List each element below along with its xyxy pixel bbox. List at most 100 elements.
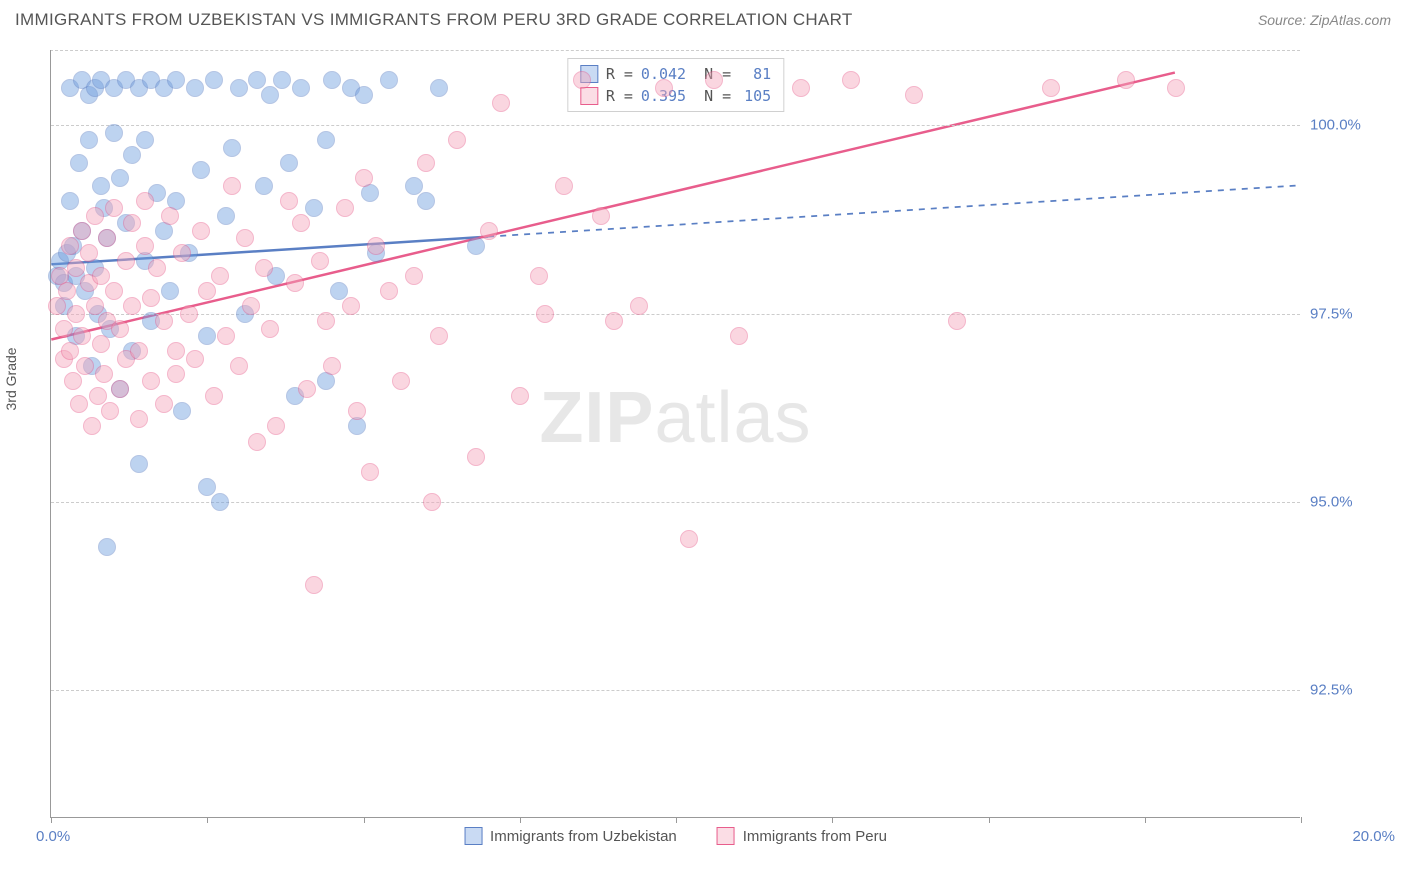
scatter-point-peru xyxy=(205,387,223,405)
n-value-uzbekistan: 81 xyxy=(739,65,771,83)
scatter-point-peru xyxy=(905,86,923,104)
scatter-point-peru xyxy=(161,207,179,225)
scatter-point-peru xyxy=(173,244,191,262)
scatter-point-uzbekistan xyxy=(167,192,185,210)
scatter-point-uzbekistan xyxy=(92,177,110,195)
scatter-point-uzbekistan xyxy=(330,282,348,300)
x-tick xyxy=(1301,817,1302,823)
scatter-point-uzbekistan xyxy=(64,237,82,255)
scatter-point-peru xyxy=(242,297,260,315)
r-value-peru: 0.395 xyxy=(641,87,686,105)
scatter-point-peru xyxy=(89,387,107,405)
legend-row-uzbekistan: R = 0.042 N = 81 xyxy=(580,63,771,85)
r-value-uzbekistan: 0.042 xyxy=(641,65,686,83)
scatter-point-peru xyxy=(280,192,298,210)
scatter-point-peru xyxy=(48,297,66,315)
swatch-peru xyxy=(717,827,735,845)
scatter-point-peru xyxy=(67,259,85,277)
watermark: ZIPatlas xyxy=(539,377,811,459)
trend-lines-svg xyxy=(51,50,1300,817)
r-label: R = xyxy=(606,87,633,105)
scatter-point-peru xyxy=(1042,79,1060,97)
scatter-point-uzbekistan xyxy=(155,79,173,97)
scatter-point-uzbekistan xyxy=(255,177,273,195)
scatter-point-peru xyxy=(305,576,323,594)
n-label: N = xyxy=(704,65,731,83)
gridline xyxy=(51,314,1300,315)
scatter-point-uzbekistan xyxy=(48,267,66,285)
trend-line-uzbekistan xyxy=(51,237,488,265)
scatter-point-peru xyxy=(64,372,82,390)
scatter-point-peru xyxy=(61,237,79,255)
scatter-point-uzbekistan xyxy=(198,327,216,345)
scatter-point-uzbekistan xyxy=(292,79,310,97)
scatter-point-uzbekistan xyxy=(98,538,116,556)
scatter-point-peru xyxy=(55,320,73,338)
scatter-point-peru xyxy=(530,267,548,285)
scatter-point-uzbekistan xyxy=(142,312,160,330)
scatter-point-peru xyxy=(292,214,310,232)
gridline xyxy=(51,690,1300,691)
bottom-legend-label-uzbekistan: Immigrants from Uzbekistan xyxy=(490,828,677,845)
scatter-point-peru xyxy=(948,312,966,330)
scatter-point-peru xyxy=(248,433,266,451)
scatter-point-uzbekistan xyxy=(83,357,101,375)
scatter-point-peru xyxy=(98,312,116,330)
scatter-point-peru xyxy=(155,312,173,330)
bottom-legend: Immigrants from Uzbekistan Immigrants fro… xyxy=(464,827,887,845)
r-label: R = xyxy=(606,65,633,83)
scatter-point-peru xyxy=(392,372,410,390)
scatter-point-peru xyxy=(255,259,273,277)
scatter-point-peru xyxy=(136,237,154,255)
scatter-point-uzbekistan xyxy=(267,267,285,285)
scatter-point-peru xyxy=(142,372,160,390)
scatter-point-peru xyxy=(1117,71,1135,89)
scatter-point-uzbekistan xyxy=(95,199,113,217)
x-tick xyxy=(51,817,52,823)
swatch-peru xyxy=(580,87,598,105)
scatter-point-uzbekistan xyxy=(80,131,98,149)
scatter-point-peru xyxy=(111,320,129,338)
scatter-point-peru xyxy=(317,312,335,330)
scatter-point-uzbekistan xyxy=(117,71,135,89)
scatter-point-uzbekistan xyxy=(198,478,216,496)
y-tick-label: 95.0% xyxy=(1310,493,1390,510)
scatter-point-peru xyxy=(298,380,316,398)
scatter-point-peru xyxy=(448,131,466,149)
scatter-point-uzbekistan xyxy=(205,71,223,89)
gridline xyxy=(51,502,1300,503)
scatter-point-uzbekistan xyxy=(111,169,129,187)
scatter-point-peru xyxy=(286,274,304,292)
scatter-point-peru xyxy=(342,297,360,315)
scatter-point-uzbekistan xyxy=(261,86,279,104)
scatter-point-peru xyxy=(511,387,529,405)
scatter-point-uzbekistan xyxy=(92,71,110,89)
scatter-point-uzbekistan xyxy=(317,131,335,149)
scatter-point-uzbekistan xyxy=(123,342,141,360)
scatter-point-peru xyxy=(73,327,91,345)
bottom-legend-peru: Immigrants from Peru xyxy=(717,827,887,845)
scatter-point-peru xyxy=(217,327,235,345)
scatter-point-peru xyxy=(92,335,110,353)
scatter-point-uzbekistan xyxy=(130,79,148,97)
scatter-point-peru xyxy=(105,282,123,300)
scatter-point-peru xyxy=(101,402,119,420)
x-tick xyxy=(989,817,990,823)
y-tick-label: 97.5% xyxy=(1310,305,1390,322)
scatter-point-peru xyxy=(80,244,98,262)
scatter-point-peru xyxy=(98,229,116,247)
scatter-point-uzbekistan xyxy=(70,154,88,172)
scatter-point-uzbekistan xyxy=(323,71,341,89)
scatter-point-peru xyxy=(111,380,129,398)
scatter-point-uzbekistan xyxy=(180,244,198,262)
y-axis-label: 3rd Grade xyxy=(3,347,19,410)
scatter-point-peru xyxy=(92,267,110,285)
scatter-point-peru xyxy=(211,267,229,285)
scatter-point-uzbekistan xyxy=(55,274,73,292)
scatter-point-peru xyxy=(76,357,94,375)
x-tick xyxy=(832,817,833,823)
scatter-point-peru xyxy=(167,365,185,383)
scatter-point-peru xyxy=(55,350,73,368)
scatter-point-uzbekistan xyxy=(123,146,141,164)
scatter-point-uzbekistan xyxy=(417,192,435,210)
